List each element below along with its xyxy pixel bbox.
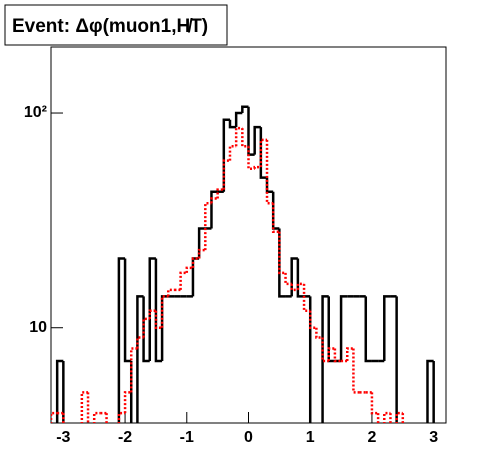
histogram-bin <box>62 413 65 423</box>
histogram-bin <box>253 165 261 169</box>
histogram-bin <box>395 296 398 423</box>
histogram-bin <box>80 391 89 423</box>
y-tick-label: 10 <box>29 319 47 336</box>
histogram-bin <box>86 392 90 423</box>
x-tick-label: -2 <box>118 429 132 446</box>
histogram-bin <box>346 347 354 361</box>
x-tick-label: 2 <box>367 429 376 446</box>
histogram-bin <box>62 360 65 423</box>
histogram-bin <box>296 258 305 298</box>
histogram-bin <box>333 348 342 363</box>
histogram-bin <box>440 428 446 440</box>
histogram-bin <box>234 111 243 128</box>
histogram-bin <box>352 348 360 394</box>
histogram-bin <box>179 271 187 290</box>
histogram-bin <box>241 105 249 114</box>
histogram-bin <box>432 360 435 423</box>
histogram-bin <box>210 197 218 204</box>
histogram-bin <box>321 295 329 423</box>
histogram-bin <box>216 188 224 199</box>
histogram-bin <box>259 138 268 168</box>
histogram-bin <box>253 125 261 155</box>
histogram-bin <box>370 392 379 415</box>
histogram-bin <box>339 295 348 361</box>
histogram-bin <box>222 159 230 190</box>
x-tick-label: -1 <box>180 429 194 446</box>
histogram-bin <box>136 295 144 423</box>
histogram-bin <box>142 296 150 363</box>
x-tick-label: -3 <box>56 429 70 446</box>
histogram-bin <box>271 203 280 233</box>
histogram-bin <box>315 327 323 339</box>
histogram-bin <box>148 257 156 361</box>
histogram-bin <box>185 266 193 273</box>
plot-area <box>51 105 446 440</box>
histogram-bin <box>154 258 163 363</box>
x-tick-label: 3 <box>429 429 438 446</box>
x-tick-label: 1 <box>306 429 315 446</box>
title-box <box>4 4 228 46</box>
histogram-bin <box>265 139 274 205</box>
histogram-bin <box>92 411 101 423</box>
histogram-bin <box>123 258 132 363</box>
histogram-bin <box>191 257 200 297</box>
histogram-bin <box>228 145 237 161</box>
x-tick-label: 0 <box>244 429 253 446</box>
plot-frame <box>50 46 447 424</box>
histogram-bin <box>197 248 206 259</box>
histogram-bin <box>55 359 64 423</box>
histogram-bin <box>105 413 108 423</box>
histogram-bin <box>278 231 286 275</box>
histogram-bin <box>160 295 169 361</box>
y-tick-label: 10² <box>24 104 47 121</box>
histogram-bin <box>278 228 286 298</box>
histogram-bin <box>308 296 312 423</box>
histogram-bin <box>389 413 392 423</box>
histogram-bin <box>210 190 218 229</box>
histogram-bin <box>376 413 380 423</box>
histogram-bin <box>327 347 335 361</box>
histogram-bin <box>426 359 434 423</box>
histogram-bin <box>308 310 317 329</box>
histogram-bin <box>259 127 268 179</box>
histogram-bin <box>401 413 405 423</box>
histogram-bin <box>302 283 311 312</box>
histogram-bin <box>154 310 163 329</box>
histogram-bin <box>228 119 237 129</box>
histogram-bin <box>148 309 156 319</box>
histogram-bin <box>123 391 132 414</box>
chart-title: Event: Δφ(muon1,H̸T) <box>12 16 208 37</box>
histogram-bin <box>197 227 206 259</box>
histogram-bin <box>191 257 200 268</box>
histogram-bin <box>117 257 126 423</box>
histogram-bin <box>383 295 391 361</box>
histogram-bin <box>265 177 274 193</box>
histogram-bin <box>271 191 280 230</box>
histogram-bin <box>364 296 372 363</box>
